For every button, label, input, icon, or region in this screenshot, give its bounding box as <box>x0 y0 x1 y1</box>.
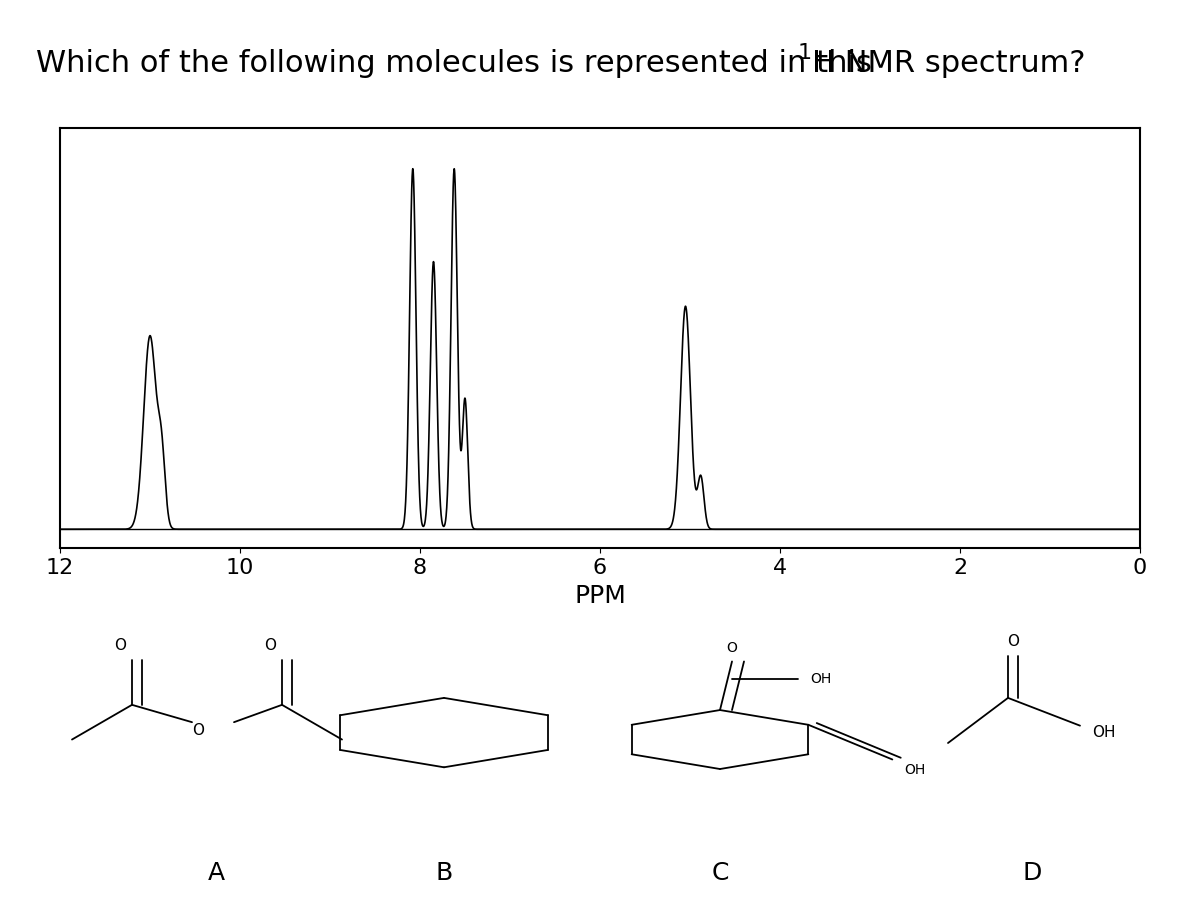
Text: OH: OH <box>1092 725 1116 740</box>
Text: O: O <box>192 723 204 739</box>
Text: O: O <box>264 638 276 653</box>
Text: Which of the following molecules is represented in this: Which of the following molecules is repr… <box>36 49 882 79</box>
Text: O: O <box>726 641 738 655</box>
Text: 1: 1 <box>798 43 812 63</box>
Text: OH: OH <box>810 672 832 686</box>
Text: O: O <box>1007 635 1019 649</box>
Text: OH: OH <box>905 763 925 777</box>
Text: D: D <box>1022 861 1042 886</box>
Text: A: A <box>208 861 224 886</box>
Text: O: O <box>114 638 126 653</box>
Text: B: B <box>436 861 452 886</box>
Text: H NMR spectrum?: H NMR spectrum? <box>812 49 1086 79</box>
Text: C: C <box>712 861 728 886</box>
X-axis label: PPM: PPM <box>574 584 626 608</box>
